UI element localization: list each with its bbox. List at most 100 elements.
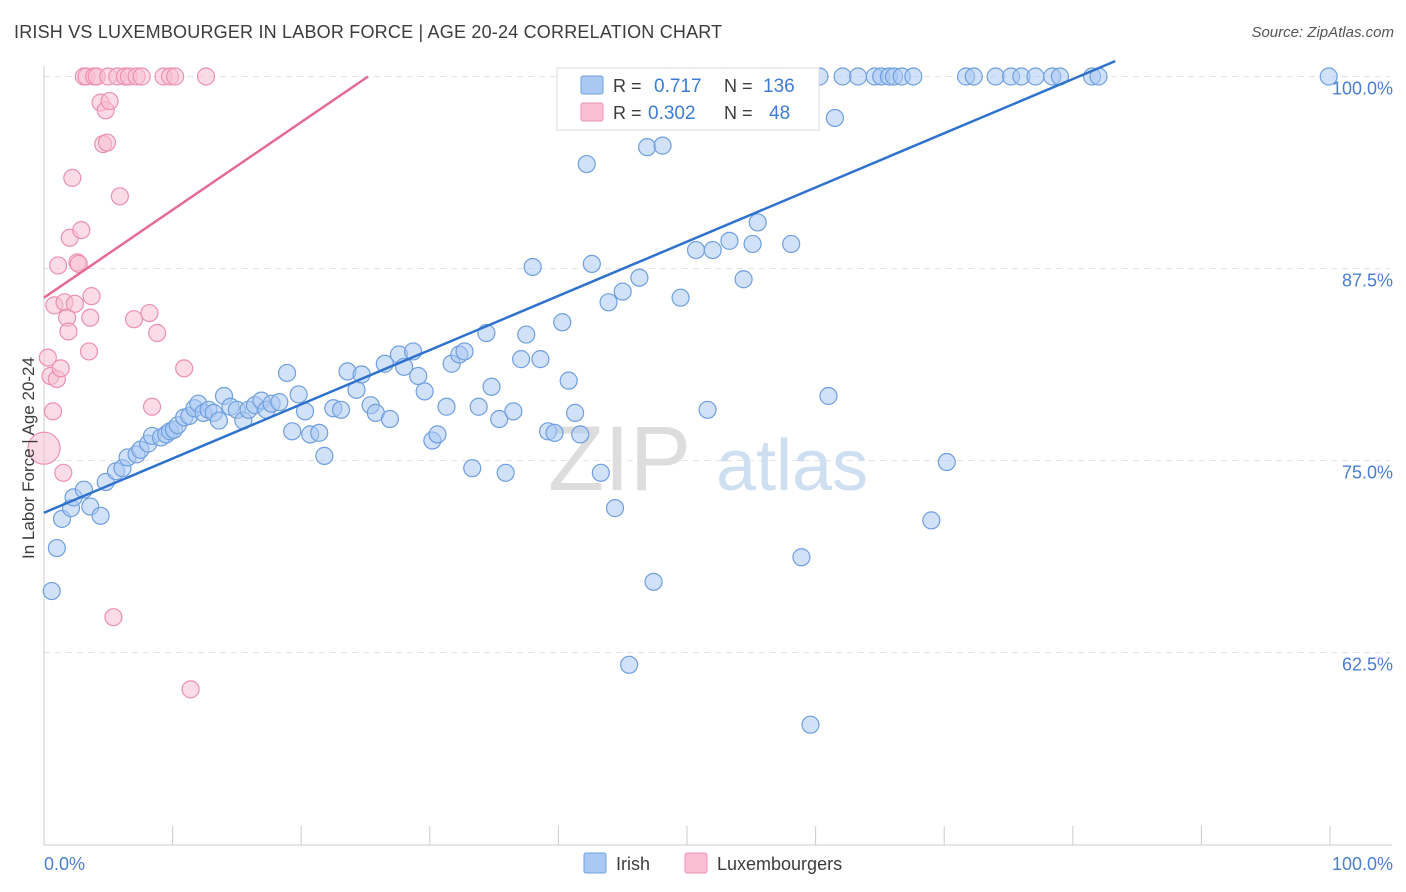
irish-point <box>904 67 923 86</box>
legend-irish-swatch <box>583 852 607 874</box>
grid-lines <box>44 76 1390 653</box>
stats-legend: R = 0.717 N = 136 R = 0.302 N = 48 <box>556 67 820 131</box>
irish-point <box>964 67 983 86</box>
irish-point <box>748 213 767 232</box>
irish-point <box>490 409 509 429</box>
irish-point <box>671 288 690 307</box>
lux-n-label: N = <box>724 103 753 123</box>
irish-point <box>638 138 657 157</box>
irish-n-value: 136 <box>763 76 795 97</box>
irish-point <box>686 240 706 260</box>
lux-point <box>69 254 88 273</box>
irish-point <box>523 257 542 277</box>
irish-point <box>937 452 956 472</box>
irish-point <box>380 409 400 429</box>
legend-lux-swatch <box>684 852 708 874</box>
irish-point <box>630 268 649 287</box>
lux-r-label: R = <box>613 103 642 123</box>
legend-lux-label: Luxembourgers <box>717 854 842 874</box>
irish-point <box>801 715 820 734</box>
irish-point <box>482 377 501 396</box>
irish-point <box>496 463 515 482</box>
watermark-atlas: atlas <box>716 426 868 506</box>
irish-point <box>591 463 610 482</box>
lux-point <box>181 680 200 699</box>
irish-point <box>455 342 474 361</box>
x-tick-label: 100.0% <box>1332 854 1393 874</box>
irish-point <box>819 386 838 406</box>
irish-point <box>428 425 447 444</box>
watermark-zip: ZIP <box>548 408 691 510</box>
lux-trend-line <box>43 75 369 299</box>
lux-point <box>81 308 100 327</box>
irish-point <box>698 400 717 419</box>
irish-swatch <box>580 75 604 95</box>
irish-point <box>703 240 722 260</box>
irish-point <box>653 136 672 155</box>
trend-lines <box>43 59 1116 514</box>
lux-point <box>104 608 123 627</box>
tick-labels: 100.0% 87.5% 75.0% 62.5% 0.0% 100.0% <box>44 79 1393 875</box>
irish-point <box>566 403 585 422</box>
irish-point <box>310 423 329 442</box>
irish-points <box>42 67 1338 734</box>
lux-point <box>97 133 117 152</box>
lux-point <box>148 323 167 343</box>
lux-n-value: 48 <box>769 103 790 124</box>
irish-point <box>504 402 523 421</box>
irish-point <box>613 282 632 301</box>
irish-point <box>415 382 434 401</box>
irish-point <box>1026 67 1045 86</box>
irish-point <box>559 371 578 390</box>
lux-point <box>175 359 194 378</box>
chart-source: Source: ZipAtlas.com <box>1251 24 1394 41</box>
irish-point <box>91 506 110 525</box>
irish-point <box>469 397 488 416</box>
irish-point <box>531 350 550 369</box>
irish-point <box>47 538 66 558</box>
lux-point <box>49 256 68 275</box>
watermark: ZIP atlas <box>548 408 868 510</box>
irish-point <box>409 366 428 386</box>
irish-point <box>825 108 844 128</box>
irish-point <box>437 397 456 416</box>
y-tick-label: 75.0% <box>1342 463 1393 483</box>
irish-point <box>42 581 61 601</box>
irish-point <box>331 400 351 419</box>
series-legend: Irish Luxembourgers <box>583 852 842 874</box>
lux-point <box>132 67 151 86</box>
lux-point <box>54 463 73 482</box>
y-tick-label: 62.5% <box>1342 655 1393 675</box>
y-tick-label: 100.0% <box>1332 79 1393 99</box>
irish-point <box>289 385 308 404</box>
legend-irish-label: Irish <box>616 854 650 874</box>
irish-point <box>792 548 811 567</box>
irish-point <box>720 231 739 250</box>
irish-point <box>734 270 753 289</box>
lux-swatch <box>580 102 604 122</box>
irish-point <box>782 234 801 254</box>
luxembourgers-points <box>27 67 216 699</box>
irish-point <box>577 154 596 174</box>
irish-point <box>743 234 762 254</box>
irish-point <box>277 363 297 383</box>
irish-point <box>848 67 868 86</box>
lux-point <box>140 303 159 323</box>
lux-point <box>110 187 129 206</box>
lux-point <box>82 287 101 306</box>
irish-point <box>553 313 572 332</box>
irish-r-value: 0.717 <box>654 76 702 97</box>
irish-point <box>571 425 590 444</box>
lux-point <box>51 359 70 378</box>
lux-point <box>124 310 144 329</box>
lux-point <box>63 168 82 187</box>
lux-point <box>43 402 63 421</box>
y-tick-label: 87.5% <box>1342 271 1393 291</box>
irish-point <box>582 254 601 273</box>
chart-title: IRISH VS LUXEMBOURGER IN LABOR FORCE | A… <box>14 22 723 42</box>
irish-point <box>833 67 852 86</box>
irish-point <box>517 325 536 344</box>
lux-point <box>100 91 119 111</box>
irish-point <box>986 67 1005 86</box>
